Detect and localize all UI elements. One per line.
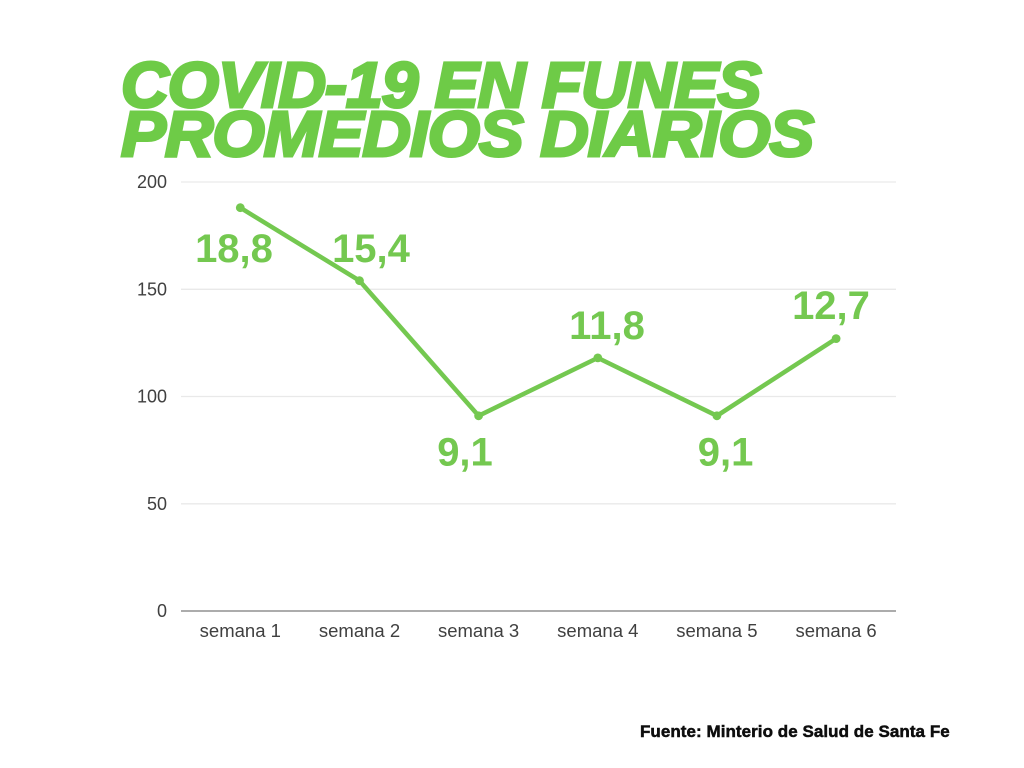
svg-text:150: 150 [137,280,167,300]
svg-text:100: 100 [137,387,167,407]
svg-text:12,7: 12,7 [792,284,870,328]
svg-text:200: 200 [137,172,167,192]
svg-text:50: 50 [147,494,167,514]
svg-text:semana 2: semana 2 [319,620,400,641]
svg-text:semana 4: semana 4 [557,620,638,641]
svg-text:11,8: 11,8 [569,304,645,348]
svg-text:semana 3: semana 3 [438,620,519,641]
svg-text:15,4: 15,4 [332,227,411,271]
svg-text:0: 0 [157,601,167,621]
svg-text:9,1: 9,1 [437,430,493,474]
svg-text:18,8: 18,8 [195,227,273,271]
svg-text:semana 6: semana 6 [795,620,876,641]
svg-text:9,1: 9,1 [698,430,754,474]
svg-text:semana 1: semana 1 [200,620,281,641]
svg-text:semana 5: semana 5 [676,620,757,641]
